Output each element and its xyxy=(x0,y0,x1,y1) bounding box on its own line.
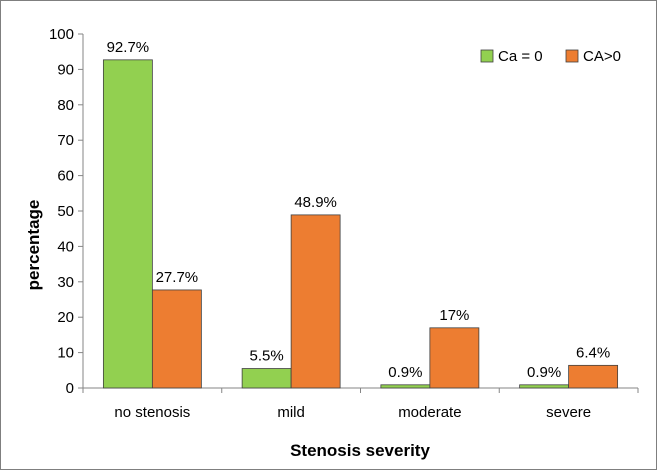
x-tick-label: mild xyxy=(277,404,305,421)
y-tick-label: 0 xyxy=(66,380,74,397)
data-labels: 92.7% 27.7% 5.5% 48.9% 0.9% 17% 0.9% 6.4% xyxy=(107,39,611,381)
y-axis: 0 10 20 30 40 50 60 70 80 90 100 xyxy=(49,26,84,397)
legend-label-ca-zero: Ca = 0 xyxy=(498,48,543,65)
y-tick-label: 80 xyxy=(57,97,74,114)
bar-ca-zero xyxy=(380,384,431,389)
data-label: 27.7% xyxy=(156,269,199,286)
data-label: 17% xyxy=(439,307,469,324)
y-tick-label: 30 xyxy=(57,274,74,291)
bar-ca-positive xyxy=(568,364,619,389)
y-tick-label: 90 xyxy=(57,61,74,78)
y-tick-label: 100 xyxy=(49,26,74,43)
data-label: 0.9% xyxy=(388,364,422,381)
y-tick-label: 40 xyxy=(57,238,74,255)
y-tick-label: 70 xyxy=(57,132,74,149)
x-tick-label: moderate xyxy=(398,404,461,421)
bars xyxy=(102,59,619,389)
data-label: 0.9% xyxy=(527,364,561,381)
legend: Ca = 0 CA>0 xyxy=(480,48,621,65)
x-axis-title: Stenosis severity xyxy=(290,441,430,460)
legend-label-ca-positive: CA>0 xyxy=(583,48,621,65)
data-label: 6.4% xyxy=(576,344,610,361)
y-axis-title: percentage xyxy=(24,200,43,291)
bar-ca-zero xyxy=(519,384,570,389)
x-tick-label: severe xyxy=(546,404,591,421)
bar-ca-positive xyxy=(151,289,202,389)
bar-ca-positive xyxy=(290,214,341,389)
bar-ca-zero xyxy=(241,368,292,389)
x-axis: no stenosis mild moderate severe xyxy=(82,387,639,421)
y-tick-label: 10 xyxy=(57,345,74,362)
data-label: 92.7% xyxy=(107,39,150,56)
bar-ca-positive xyxy=(429,327,480,389)
y-tick-label: 20 xyxy=(57,309,74,326)
bar-ca-zero xyxy=(102,59,153,389)
legend-swatch-ca-zero xyxy=(480,49,494,63)
y-tick-label: 60 xyxy=(57,168,74,185)
legend-swatch-ca-positive xyxy=(565,49,579,63)
y-tick-label: 50 xyxy=(57,203,74,220)
x-tick-label: no stenosis xyxy=(114,404,190,421)
data-label: 5.5% xyxy=(250,348,284,365)
data-label: 48.9% xyxy=(294,194,337,211)
